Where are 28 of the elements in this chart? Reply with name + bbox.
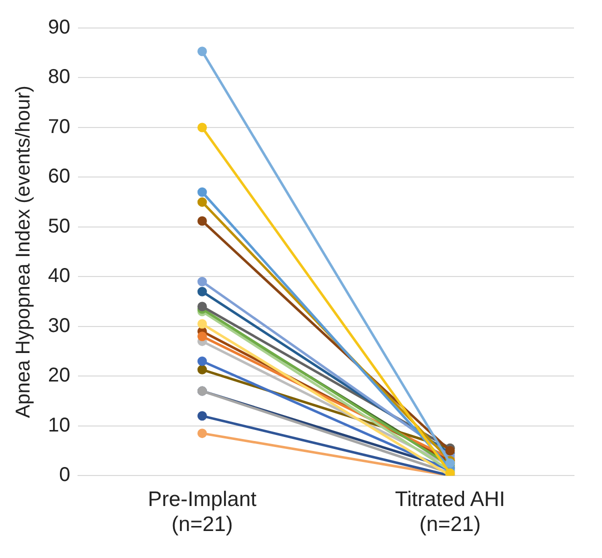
y-axis-title: Apnea Hypopnea Index (events/hour) (12, 86, 35, 418)
point (445, 446, 455, 456)
point (197, 332, 207, 342)
y-tick-label: 20 (48, 364, 70, 387)
point (197, 276, 207, 286)
y-tick-label: 30 (48, 314, 70, 337)
point (197, 216, 207, 226)
y-tick-label: 90 (48, 16, 70, 39)
point (197, 122, 207, 132)
y-tick-label: 40 (48, 265, 70, 288)
y-tick-label: 10 (48, 414, 70, 436)
x-tick-label: Pre-Implant (n=21) (148, 488, 257, 536)
point (197, 302, 207, 312)
point (197, 411, 207, 421)
point (197, 428, 207, 438)
point (197, 187, 207, 197)
y-tick-label: 60 (48, 166, 70, 188)
point (197, 286, 207, 296)
point (197, 356, 207, 366)
point (197, 46, 207, 56)
point (197, 197, 207, 207)
y-tick-label: 70 (48, 116, 70, 138)
y-tick-label: 0 (59, 464, 70, 486)
y-tick-label: 80 (48, 66, 70, 88)
y-tick-label: 50 (48, 215, 70, 238)
x-tick-label: Titrated AHI (n=21) (395, 488, 506, 536)
point (197, 319, 207, 329)
point (197, 364, 207, 374)
